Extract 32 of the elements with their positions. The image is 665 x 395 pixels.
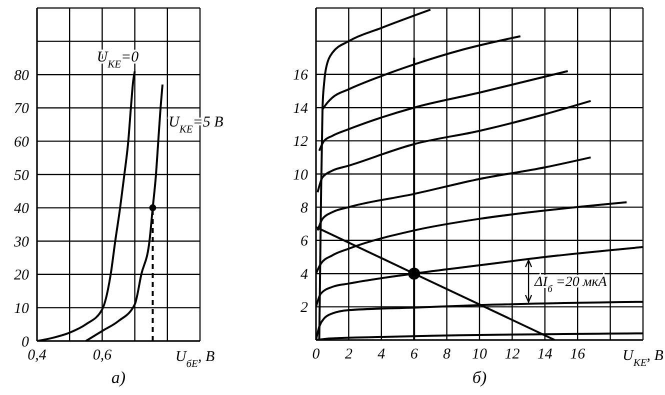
y-tick-label: 60	[14, 134, 30, 151]
y-tick-label: 30	[13, 234, 30, 250]
x-tick-label: 0	[312, 346, 320, 363]
y-tick-label: 6	[300, 234, 308, 250]
x-tick-label: 4	[378, 346, 386, 363]
y-tick-label: 0	[22, 334, 30, 350]
x-axis-title: U$_{бЕ}$, В	[175, 349, 215, 370]
y-tick-label: 40	[14, 201, 30, 218]
x-tick-label: 10	[472, 346, 488, 363]
y-tick-label: 12	[293, 134, 308, 150]
y-tick-label: 20	[14, 268, 30, 284]
y-tick-label: 10	[293, 167, 308, 184]
x-tick-label: 2	[344, 346, 353, 363]
x-tick-label: 12	[504, 346, 520, 363]
y-tick-label: 2	[300, 300, 308, 316]
y-tick-label: 16	[293, 68, 308, 84]
x-tick-label: 0,6	[92, 348, 112, 364]
x-tick-label: 6	[410, 346, 418, 363]
y-tick-label: 10	[14, 301, 30, 318]
x-tick-label: 0,4	[28, 348, 47, 364]
text: б)	[472, 368, 487, 387]
y-tick-label: 70	[14, 101, 30, 118]
y-tick-label: 8	[300, 200, 308, 217]
text: а)	[111, 368, 126, 387]
x-tick-label: 14	[537, 346, 553, 363]
x-tick-label: 8	[443, 346, 452, 363]
y-tick-label: 4	[300, 266, 308, 283]
y-tick-label: 80	[14, 68, 30, 84]
x-axis-title: U$_{КЕ}$, В	[622, 348, 664, 368]
x-tick-label: 16	[570, 346, 586, 363]
y-tick-label: 14	[293, 100, 308, 117]
y-tick-label: 50	[14, 168, 30, 184]
